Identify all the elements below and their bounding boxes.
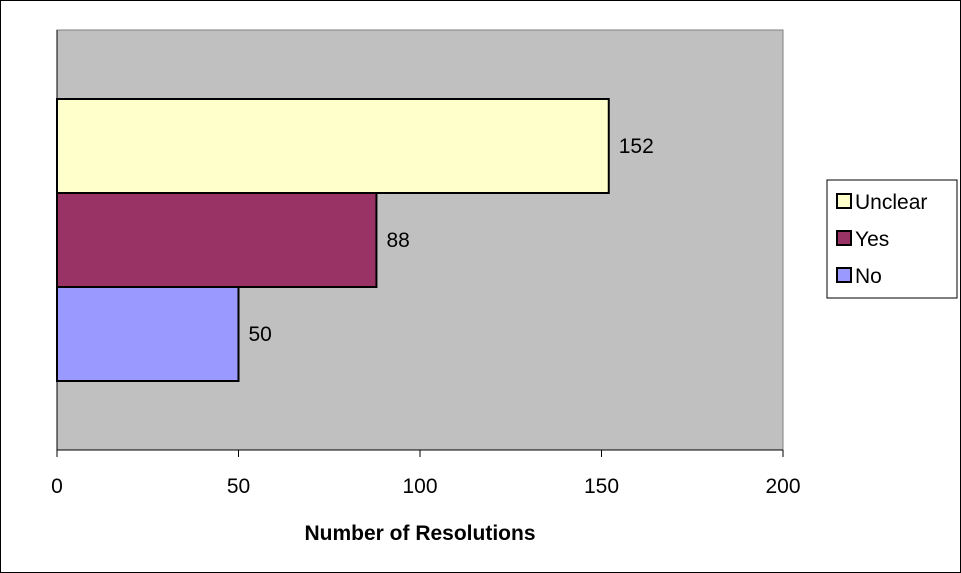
bar-no — [56, 286, 240, 382]
legend-swatch-no — [836, 267, 852, 283]
value-label-no: 50 — [249, 323, 272, 346]
x-tick-label: 0 — [51, 475, 63, 498]
legend-label-unclear: Unclear — [855, 191, 927, 214]
bar-unclear — [56, 98, 610, 194]
bar-yes — [56, 192, 378, 288]
value-labels-group: 50 88 152 — [249, 135, 654, 346]
legend-label-no: No — [855, 265, 882, 288]
value-label-unclear: 152 — [619, 135, 654, 158]
x-ticks-group: 0 50 100 150 200 — [51, 450, 801, 498]
legend-label-yes: Yes — [855, 228, 889, 251]
x-axis-title: Number of Resolutions — [304, 522, 535, 545]
x-tick-label: 150 — [584, 475, 619, 498]
x-tick-label: 50 — [227, 475, 250, 498]
value-label-yes: 88 — [386, 229, 409, 252]
bars-group — [56, 98, 610, 382]
legend-swatch-unclear — [836, 193, 852, 209]
x-tick-label: 200 — [765, 475, 800, 498]
legend-items: Unclear Yes No — [836, 191, 927, 288]
legend-swatch-yes — [836, 230, 852, 246]
legend: Unclear Yes No — [826, 179, 958, 299]
x-tick-label: 100 — [402, 475, 437, 498]
